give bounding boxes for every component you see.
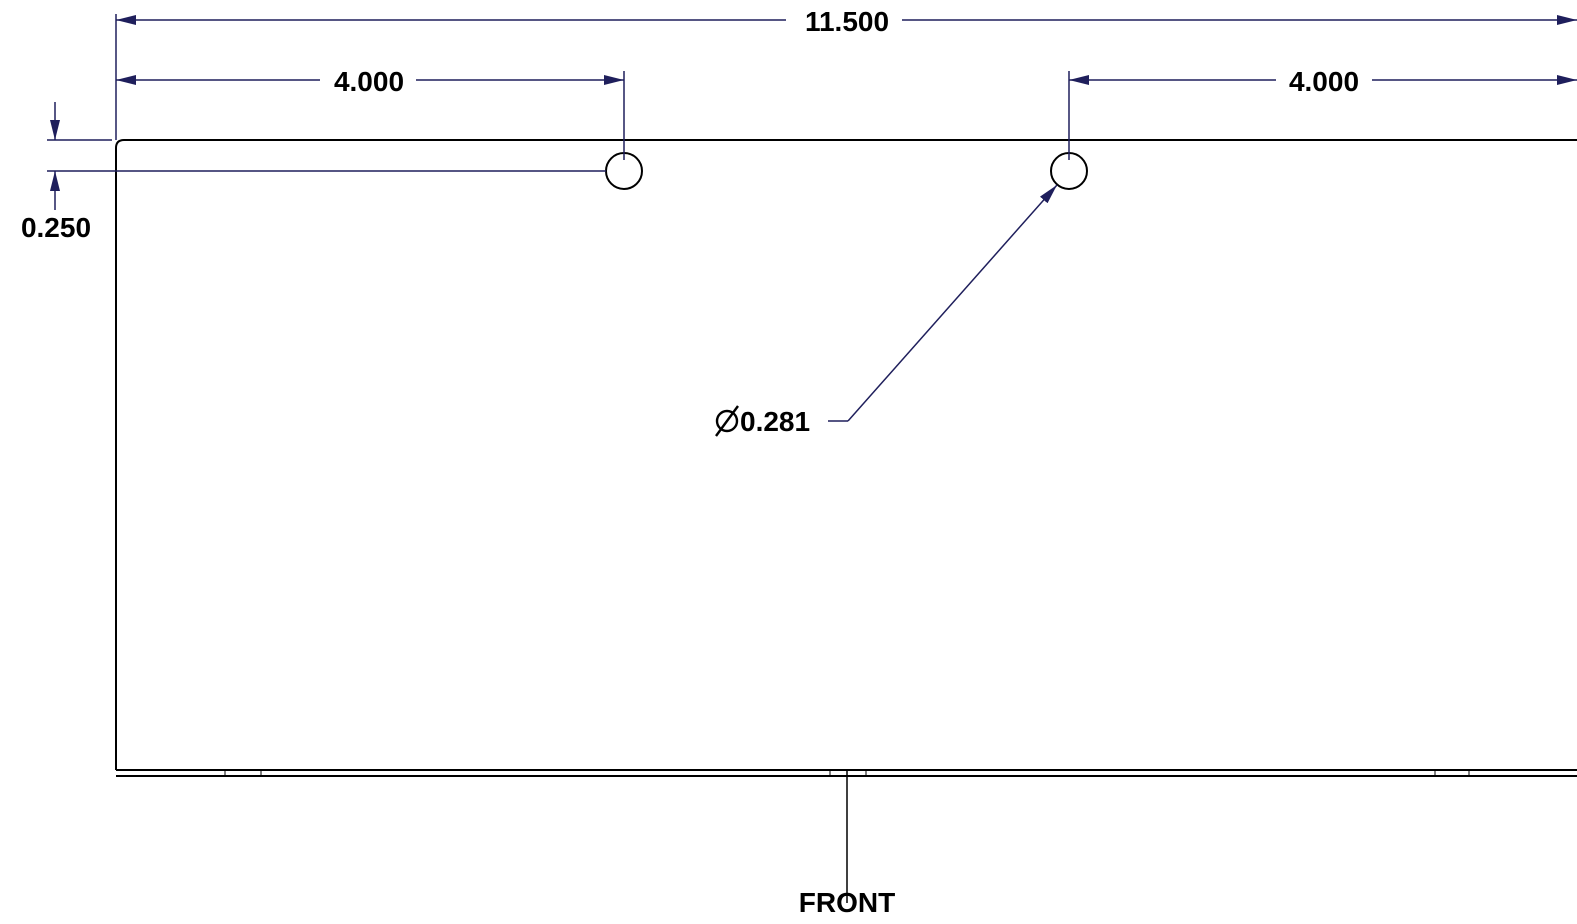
part-outline [115, 139, 1577, 777]
diameter-symbol-icon [715, 405, 739, 437]
callout-leader [847, 184, 1058, 422]
front-label: FRONT [799, 887, 895, 918]
hole-diameter-label: 0.281 [740, 406, 810, 437]
plate-outline [115, 139, 1577, 770]
overall-width-label: 11.500 [805, 6, 889, 37]
left-hole-offset-label: 4.000 [334, 66, 404, 97]
right-hole-offset-label: 4.000 [1289, 66, 1359, 97]
flange-tick-marks [224, 770, 1470, 776]
dimension-hole-edge-offset [47, 102, 606, 210]
hole-edge-offset-label: 0.250 [21, 212, 91, 243]
dimension-right-hole-offset [1068, 71, 1577, 160]
dimension-left-hole-offset [116, 71, 625, 160]
hole-diameter-callout [828, 184, 1058, 422]
